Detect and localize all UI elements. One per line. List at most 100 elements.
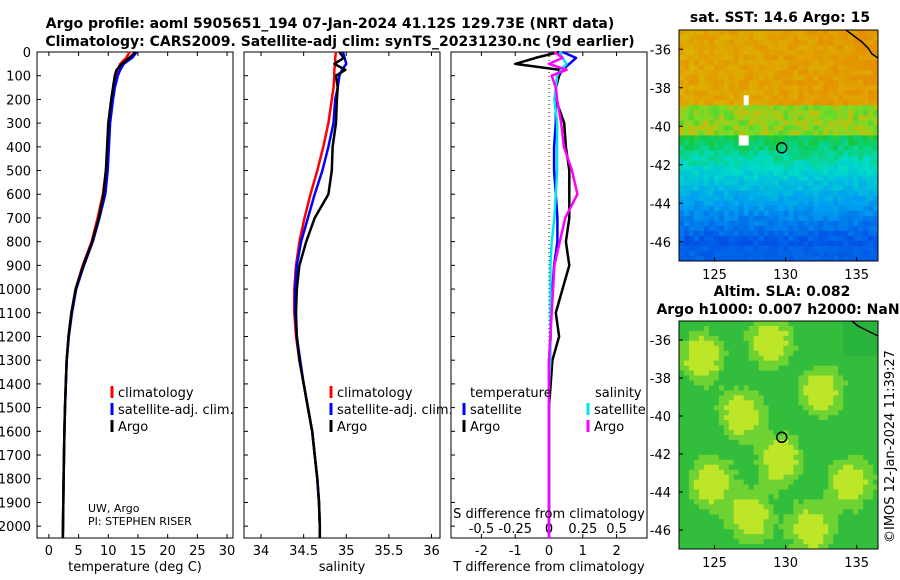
map-cell bbox=[748, 410, 755, 416]
map-cell bbox=[838, 375, 844, 381]
map-cell bbox=[698, 425, 705, 431]
map-cell bbox=[868, 85, 874, 91]
map-cell bbox=[728, 489, 735, 495]
map-cell bbox=[778, 345, 784, 352]
map-cell bbox=[743, 230, 750, 237]
map-cell bbox=[808, 335, 814, 342]
map-cell bbox=[858, 345, 864, 352]
map-cell bbox=[743, 370, 750, 376]
map-cell bbox=[768, 469, 774, 476]
map-cell bbox=[828, 50, 834, 56]
map-cell bbox=[823, 430, 829, 436]
lon-tick-label: 130 bbox=[773, 556, 798, 571]
map-cell bbox=[718, 439, 725, 446]
map-cell bbox=[818, 155, 824, 161]
map-cell bbox=[748, 125, 755, 131]
map-cell bbox=[708, 120, 715, 126]
map-cell bbox=[778, 125, 784, 131]
map-cell bbox=[688, 50, 695, 56]
map-cell bbox=[718, 459, 725, 466]
map-cell bbox=[718, 420, 725, 426]
map-cell bbox=[713, 150, 720, 156]
map-cell bbox=[768, 200, 774, 207]
map-cell bbox=[708, 65, 715, 71]
map-cell bbox=[798, 210, 804, 217]
map-cell bbox=[873, 469, 879, 476]
map-cell bbox=[798, 390, 804, 396]
map-cell bbox=[873, 250, 879, 257]
map-cell bbox=[713, 180, 720, 187]
map-cell bbox=[758, 175, 764, 182]
map-cell bbox=[718, 100, 725, 106]
map-cell bbox=[808, 484, 814, 490]
map-cell bbox=[728, 474, 735, 481]
depth-tick-label: 1900 bbox=[0, 496, 31, 511]
map-cell bbox=[693, 45, 700, 51]
map-cell bbox=[873, 539, 879, 545]
map-cell bbox=[703, 135, 710, 141]
map-cell bbox=[748, 210, 755, 217]
map-cell bbox=[798, 250, 804, 257]
map-cell bbox=[813, 135, 819, 141]
map-cell bbox=[748, 464, 755, 471]
map-cell bbox=[798, 110, 804, 116]
difference-plot: -2 -1 0 1 2-0.5 -0.25 0 0.25 0.5 bbox=[469, 50, 627, 559]
map-cell bbox=[818, 469, 824, 476]
map-cell bbox=[718, 215, 725, 222]
map-cell bbox=[718, 85, 725, 91]
map-cell bbox=[868, 235, 874, 242]
map-cell bbox=[868, 160, 874, 166]
map-cell bbox=[848, 539, 854, 545]
map-cell bbox=[833, 130, 839, 136]
map-cell bbox=[788, 110, 794, 116]
map-cell bbox=[733, 449, 740, 456]
map-cell bbox=[848, 449, 854, 456]
map-cell bbox=[863, 370, 869, 376]
map-cell bbox=[813, 345, 819, 352]
map-cell bbox=[753, 410, 760, 416]
map-cell bbox=[823, 95, 829, 101]
map-cell bbox=[703, 110, 710, 116]
map-cell bbox=[813, 195, 819, 202]
map-cell bbox=[713, 415, 720, 421]
map-cell bbox=[733, 390, 740, 396]
map-cell bbox=[763, 220, 769, 227]
map-cell bbox=[768, 205, 774, 212]
map-cell bbox=[679, 360, 685, 367]
map-cell bbox=[803, 380, 809, 386]
x-tick-label: 10 bbox=[100, 544, 117, 559]
map-cell bbox=[698, 175, 705, 182]
map-cell bbox=[698, 60, 705, 66]
map-cell bbox=[773, 45, 779, 51]
map-cell bbox=[853, 420, 859, 426]
map-cell bbox=[863, 145, 869, 151]
map-cell bbox=[858, 30, 864, 36]
map-cell bbox=[768, 135, 774, 141]
map-cell bbox=[863, 325, 869, 332]
map-cell bbox=[813, 245, 819, 252]
map-cell bbox=[823, 80, 829, 86]
map-cell bbox=[708, 534, 715, 540]
legend-heading-temperature: temperature bbox=[470, 386, 552, 401]
map-cell bbox=[683, 95, 690, 101]
map-cell bbox=[708, 140, 715, 146]
map-cell bbox=[848, 474, 854, 481]
map-cell bbox=[858, 170, 864, 177]
map-cell bbox=[868, 489, 874, 495]
map-cell bbox=[838, 100, 844, 106]
map-cell bbox=[848, 40, 854, 46]
map-cell bbox=[838, 210, 844, 217]
map-cell bbox=[743, 335, 750, 342]
map-cell bbox=[723, 345, 730, 352]
map-cell bbox=[843, 509, 849, 515]
map-cell bbox=[823, 459, 829, 466]
map-cell bbox=[843, 215, 849, 222]
map-cell bbox=[863, 355, 869, 362]
map-cell bbox=[813, 454, 819, 461]
map-cell bbox=[858, 514, 864, 520]
map-cell bbox=[848, 195, 854, 202]
map-cell bbox=[708, 444, 715, 451]
map-cell bbox=[753, 345, 760, 352]
map-cell bbox=[763, 180, 769, 187]
map-cell bbox=[758, 425, 764, 431]
